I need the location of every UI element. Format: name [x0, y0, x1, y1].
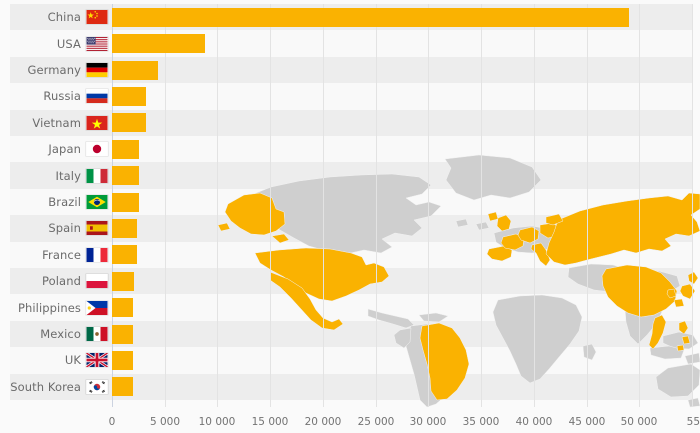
- category-label-row[interactable]: UK: [65, 347, 108, 373]
- category-label-text: Philippines: [17, 300, 81, 315]
- category-label-text: France: [42, 247, 81, 262]
- x-axis-tick-label: 15 000: [251, 416, 289, 428]
- bar[interactable]: [112, 166, 140, 186]
- category-label-text: Italy: [55, 168, 81, 183]
- category-label-text: Brazil: [48, 194, 81, 209]
- x-axis-tick-label: 25 000: [357, 416, 395, 428]
- category-label-row[interactable]: Italy: [56, 162, 108, 188]
- category-label-row[interactable]: Japan: [48, 136, 108, 162]
- flag-kr-icon: [86, 379, 108, 394]
- category-label-row[interactable]: USA: [57, 30, 108, 56]
- gridline: [270, 4, 271, 407]
- flag-gb-icon: [86, 353, 108, 368]
- gridline: [165, 4, 166, 407]
- category-label-text: Vietnam: [32, 115, 81, 130]
- bar[interactable]: [112, 139, 140, 159]
- gridline: [639, 4, 640, 407]
- category-label-row[interactable]: Brazil: [48, 189, 108, 215]
- x-axis-tick-label: 40 000: [515, 416, 553, 428]
- flag-fr-icon: [86, 247, 108, 262]
- flag-jp-icon: [86, 142, 108, 157]
- bar[interactable]: [112, 350, 134, 370]
- gridline: [481, 4, 482, 407]
- flag-mx-icon: [86, 326, 108, 341]
- bar[interactable]: [112, 245, 138, 265]
- flag-pl-icon: [86, 274, 108, 289]
- x-axis-tick-label: 30 000: [409, 416, 447, 428]
- category-label-row[interactable]: Vietnam: [32, 110, 108, 136]
- category-label-row[interactable]: Mexico: [40, 321, 108, 347]
- bar[interactable]: [112, 218, 138, 238]
- category-label-text: Poland: [42, 274, 81, 289]
- gridline: [587, 4, 588, 407]
- bar[interactable]: [112, 34, 205, 54]
- bar[interactable]: [112, 271, 134, 291]
- flag-br-icon: [86, 194, 108, 209]
- x-axis-tick-label: 10 000: [198, 416, 236, 428]
- bar[interactable]: [112, 7, 629, 27]
- category-label-text: UK: [64, 353, 81, 368]
- bar[interactable]: [112, 113, 147, 133]
- flag-es-icon: [86, 221, 108, 236]
- category-label-row[interactable]: China: [48, 4, 108, 30]
- gridline: [217, 4, 218, 407]
- flag-it-icon: [86, 168, 108, 183]
- gridline: [534, 4, 535, 407]
- category-label-text: South Korea: [10, 379, 81, 394]
- x-axis-tick-label: 35 000: [462, 416, 500, 428]
- flag-ph-icon: [86, 300, 108, 315]
- x-axis-tick-label: 0: [108, 416, 116, 428]
- flag-ru-icon: [86, 89, 108, 104]
- bar[interactable]: [112, 192, 139, 212]
- gridline: [376, 4, 377, 407]
- category-label-row[interactable]: Poland: [42, 268, 108, 294]
- gridline: [692, 4, 693, 407]
- category-label-row[interactable]: Philippines: [18, 294, 108, 320]
- category-label-row[interactable]: France: [42, 242, 108, 268]
- category-label-row[interactable]: Spain: [48, 215, 108, 241]
- x-axis-tick-label: 50 000: [620, 416, 658, 428]
- category-label-text: USA: [56, 36, 81, 51]
- gridline: [428, 4, 429, 407]
- x-axis-tick-label: 55 ...: [686, 416, 700, 428]
- flag-us-icon: [86, 36, 108, 51]
- bar[interactable]: [112, 324, 134, 344]
- bar[interactable]: [112, 60, 159, 80]
- bar[interactable]: [112, 86, 147, 106]
- x-axis-tick-label: 20 000: [304, 416, 342, 428]
- gridline: [323, 4, 324, 407]
- category-axis: China USA Germany Russia Vietnam Japan Italy Br…: [0, 4, 112, 407]
- x-axis-tick-label: 5 000: [149, 416, 181, 428]
- bar[interactable]: [112, 377, 133, 397]
- category-label-text: Germany: [27, 62, 81, 77]
- flag-cn-icon: [86, 10, 108, 25]
- category-label-text: China: [47, 10, 81, 25]
- flag-de-icon: [86, 62, 108, 77]
- flag-vn-icon: [86, 115, 108, 130]
- category-label-row[interactable]: South Korea: [10, 374, 108, 400]
- category-label-text: Russia: [43, 89, 81, 104]
- category-label-row[interactable]: Germany: [27, 57, 108, 83]
- x-axis-tick-label: 45 000: [568, 416, 606, 428]
- category-label-text: Spain: [48, 221, 81, 236]
- category-label-text: Mexico: [40, 326, 81, 341]
- category-label-row[interactable]: Russia: [43, 83, 108, 109]
- category-label-text: Japan: [48, 142, 81, 157]
- bar[interactable]: [112, 298, 134, 318]
- x-axis: 0 5 000 10 000 15 000 20 000 25 000 30 000 35 0…: [0, 412, 700, 433]
